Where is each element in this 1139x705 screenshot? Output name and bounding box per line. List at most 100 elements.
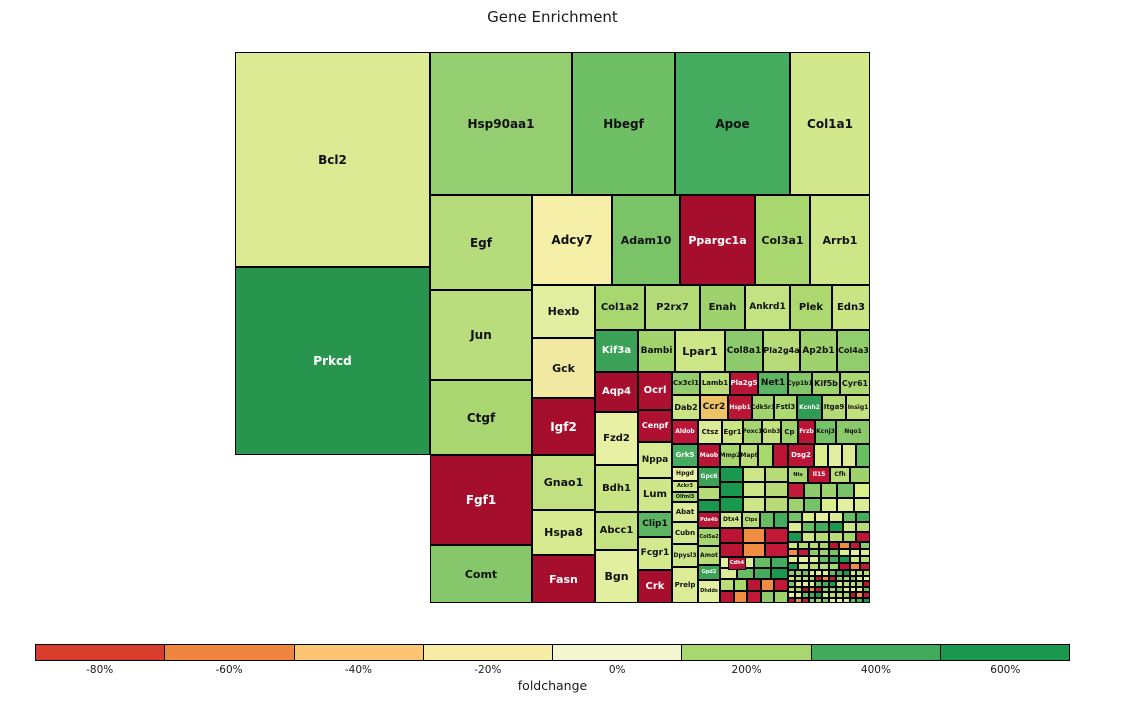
treemap-filler-cell xyxy=(760,512,774,528)
treemap-cell-dtx4: Dtx4 xyxy=(720,512,742,528)
treemap-filler-cell xyxy=(829,542,840,549)
treemap-cell-col1a2: Col1a2 xyxy=(595,285,645,330)
treemap-filler-cell xyxy=(794,586,802,592)
treemap-filler-grid xyxy=(788,570,870,603)
treemap-cell-prelp: Prelp xyxy=(672,567,698,603)
colorbar-segment xyxy=(165,645,295,660)
treemap-filler-cell xyxy=(794,597,802,603)
treemap-filler-cell xyxy=(842,570,850,576)
treemap-cell-gnao1: Gnao1 xyxy=(532,455,595,510)
treemap-filler-cell xyxy=(698,487,720,500)
treemap-cell-dhdds: Dhdds xyxy=(698,580,720,603)
treemap-cell-egr1: Egr1 xyxy=(722,420,743,444)
treemap-cell-plek: Plek xyxy=(790,285,832,330)
treemap-cell-crk: Crk xyxy=(638,570,672,603)
treemap-cell-prkcd: Prkcd xyxy=(235,267,430,455)
treemap-filler-grid xyxy=(788,483,870,512)
treemap-filler-cell xyxy=(853,483,870,498)
treemap-filler-cell xyxy=(758,444,773,467)
treemap-cell-lpar1: Lpar1 xyxy=(675,330,725,372)
treemap-filler-cell xyxy=(788,542,799,549)
treemap-filler-cell xyxy=(849,575,857,581)
treemap-filler-cell xyxy=(829,592,836,598)
treemap-filler-cell xyxy=(808,570,816,576)
colorbar-tick-label: 600% xyxy=(990,664,1021,676)
treemap-filler-cell xyxy=(863,570,870,576)
treemap-filler-cell xyxy=(842,592,850,598)
treemap-filler-cell xyxy=(856,581,864,587)
treemap-filler-cell xyxy=(720,579,734,591)
treemap-filler-cell xyxy=(801,532,816,542)
treemap-filler-cell xyxy=(788,570,795,576)
treemap-filler-cell xyxy=(850,467,870,483)
treemap-filler-cell xyxy=(760,579,775,591)
treemap-cell-enah: Enah xyxy=(700,285,745,330)
treemap-filler-cell xyxy=(747,591,761,603)
colorbar-segment xyxy=(36,645,166,660)
treemap-cell-grk5: Grk5 xyxy=(672,444,698,467)
treemap-filler-cell xyxy=(849,549,860,556)
treemap-filler-cell xyxy=(765,467,788,482)
treemap-filler-cell xyxy=(835,592,843,598)
treemap-cell-gck: Gck xyxy=(532,338,595,398)
treemap-filler-cell xyxy=(804,497,821,512)
treemap-filler-cell xyxy=(822,586,829,592)
treemap-cell-hspa8: Hspa8 xyxy=(532,510,595,555)
treemap-filler-cell xyxy=(801,522,816,532)
treemap-filler-cell xyxy=(788,549,799,556)
treemap-cell-ackr3: Ackr3 xyxy=(672,481,698,492)
treemap-cell-cp: Cp xyxy=(781,420,798,444)
treemap-filler-cell xyxy=(837,497,854,512)
treemap-filler-cell xyxy=(856,586,864,592)
treemap-filler-cell xyxy=(742,542,766,557)
treemap-filler-cell xyxy=(798,542,809,549)
treemap-filler-cell xyxy=(794,592,802,598)
treemap-cell-col1a1: Col1a1 xyxy=(790,52,870,195)
treemap-filler-cell xyxy=(818,549,829,556)
treemap-filler-cell xyxy=(849,563,860,570)
treemap-filler-cell xyxy=(798,549,809,556)
treemap-filler-cell xyxy=(733,579,748,591)
treemap-filler-cell xyxy=(808,592,816,598)
colorbar-segment xyxy=(294,645,424,660)
treemap-cell-insig1: Insig1 xyxy=(846,395,870,420)
colorbar-tick-row: -80% -60% -40% -20% 0% 200% 400% 600% xyxy=(35,664,1070,676)
treemap-filler-cell xyxy=(765,528,788,543)
treemap-filler-cell xyxy=(788,563,799,570)
treemap-filler-cell xyxy=(808,586,816,592)
treemap: Bcl2 Hsp90aa1 Hbegf Apoe Col1a1 Egf Adcy7 Adam1… xyxy=(235,52,870,603)
treemap-filler-cell xyxy=(839,563,850,570)
treemap-cell-hspb1: Hspb1 xyxy=(728,395,752,420)
treemap-filler-cell xyxy=(837,483,854,498)
treemap-cell-col5a2: Col5a2 xyxy=(698,528,720,546)
treemap-filler-cell xyxy=(818,563,829,570)
treemap-filler-cell xyxy=(794,575,802,581)
treemap-filler-cell xyxy=(720,497,743,512)
treemap-filler-cell xyxy=(839,542,850,549)
treemap-filler-cell xyxy=(856,532,870,542)
treemap-cell-net1: Net1 xyxy=(758,372,788,395)
treemap-filler-cell xyxy=(839,549,850,556)
treemap-filler-cell xyxy=(829,581,836,587)
treemap-cell-ap2b1: Ap2b1 xyxy=(800,330,837,372)
treemap-filler-cell xyxy=(720,467,743,482)
treemap-cell-amot: Amot xyxy=(698,546,720,565)
treemap-cell-mapt: Mapt xyxy=(740,444,758,467)
treemap-filler-cell xyxy=(842,586,850,592)
treemap-filler-cell xyxy=(814,444,828,467)
treemap-cell-p2rx7: P2rx7 xyxy=(645,285,700,330)
colorbar-tick-label: -60% xyxy=(215,664,243,676)
treemap-cell-bdh1: Bdh1 xyxy=(595,465,638,512)
treemap-filler-cell xyxy=(856,512,870,522)
treemap-cell-nqo1: Nqo1 xyxy=(836,420,870,444)
treemap-cell-gnb3: Gnb3 xyxy=(762,420,781,444)
treemap-filler-cell xyxy=(760,591,775,603)
treemap-cell-kcnj3: Kcnj3 xyxy=(815,420,836,444)
treemap-filler-cell xyxy=(801,570,809,576)
treemap-cell-igf2: Igf2 xyxy=(532,398,595,455)
treemap-filler-cell xyxy=(818,542,829,549)
treemap-cell-cdh4: Cdh4 xyxy=(728,557,746,570)
treemap-cell-pla2g5: Pla2g5 xyxy=(730,372,758,395)
treemap-cell-il15: Il15 xyxy=(808,467,830,483)
treemap-cell-col4a3: Col4a3 xyxy=(837,330,870,372)
